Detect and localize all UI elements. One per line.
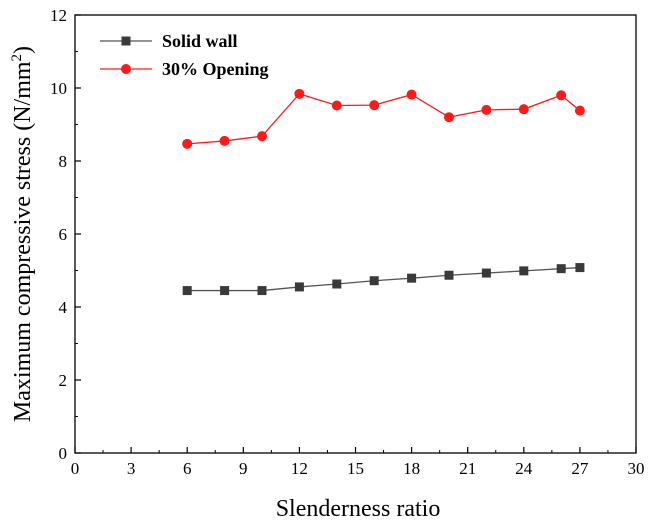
plot-frame xyxy=(74,14,637,454)
data-point xyxy=(519,266,529,276)
data-point xyxy=(556,90,567,101)
y-tick-label: 4 xyxy=(59,298,68,317)
data-point xyxy=(407,273,417,283)
data-point xyxy=(444,112,454,123)
y-axis-title-close: ) xyxy=(10,46,36,54)
y-axis-title: Maximum compressive stress (N/mm2) xyxy=(9,46,36,422)
data-point xyxy=(257,286,267,296)
y-axis-title-main: Maximum compressive stress (N/mm xyxy=(10,61,36,422)
x-tick-label: 15 xyxy=(347,459,364,478)
x-tick-label: 12 xyxy=(291,459,308,478)
y-tick-label: 2 xyxy=(59,371,68,390)
data-point xyxy=(574,105,585,116)
x-tick-label: 18 xyxy=(403,459,420,478)
axes xyxy=(74,14,637,454)
data-point xyxy=(182,286,192,296)
x-tick-label: 27 xyxy=(571,459,589,478)
data-point xyxy=(369,100,380,111)
x-tick-label: 0 xyxy=(71,459,80,478)
x-tick-label: 24 xyxy=(515,459,533,478)
data-point xyxy=(406,89,417,100)
data-point xyxy=(219,135,230,146)
data-point xyxy=(331,100,342,111)
data-point xyxy=(332,279,342,289)
y-tick-label: 6 xyxy=(59,225,68,244)
y-tick-label: 10 xyxy=(50,79,67,98)
legend-label: 30% Opening xyxy=(162,59,269,79)
data-point xyxy=(444,270,454,280)
y-tick-label: 0 xyxy=(59,444,68,463)
data-point xyxy=(257,131,267,142)
data-point xyxy=(481,268,491,278)
legend: Solid wall 30% Opening xyxy=(100,31,269,79)
x-tick-label: 6 xyxy=(183,459,192,478)
y-ticks: 0 2 4 6 8 10 12 xyxy=(50,6,81,463)
series-solid-wall xyxy=(182,263,585,296)
x-tick-label: 9 xyxy=(239,459,248,478)
data-point xyxy=(182,138,193,149)
data-point xyxy=(369,276,379,286)
data-point xyxy=(294,88,305,99)
series-30-opening xyxy=(182,88,585,149)
y-tick-label: 8 xyxy=(59,152,68,171)
series-layer xyxy=(182,88,585,296)
x-ticks: 0 3 6 9 12 15 18 21 24 27 30 xyxy=(71,447,645,478)
data-point xyxy=(556,264,566,274)
data-point xyxy=(518,104,529,115)
y-tick-label: 12 xyxy=(50,6,67,25)
data-point xyxy=(575,263,585,273)
x-axis-title: Slenderness ratio xyxy=(276,496,441,522)
data-point xyxy=(294,282,304,292)
legend-marker xyxy=(121,36,131,46)
x-tick-label: 3 xyxy=(127,459,136,478)
legend-marker xyxy=(121,64,131,74)
series-line xyxy=(187,93,581,145)
x-tick-label: 30 xyxy=(628,459,645,478)
series-line xyxy=(187,266,580,292)
y-axis-title-sup: 2 xyxy=(9,54,25,62)
legend-label: Solid wall xyxy=(162,31,238,51)
data-point xyxy=(481,104,492,115)
data-point xyxy=(220,286,230,296)
x-tick-label: 21 xyxy=(459,459,476,478)
